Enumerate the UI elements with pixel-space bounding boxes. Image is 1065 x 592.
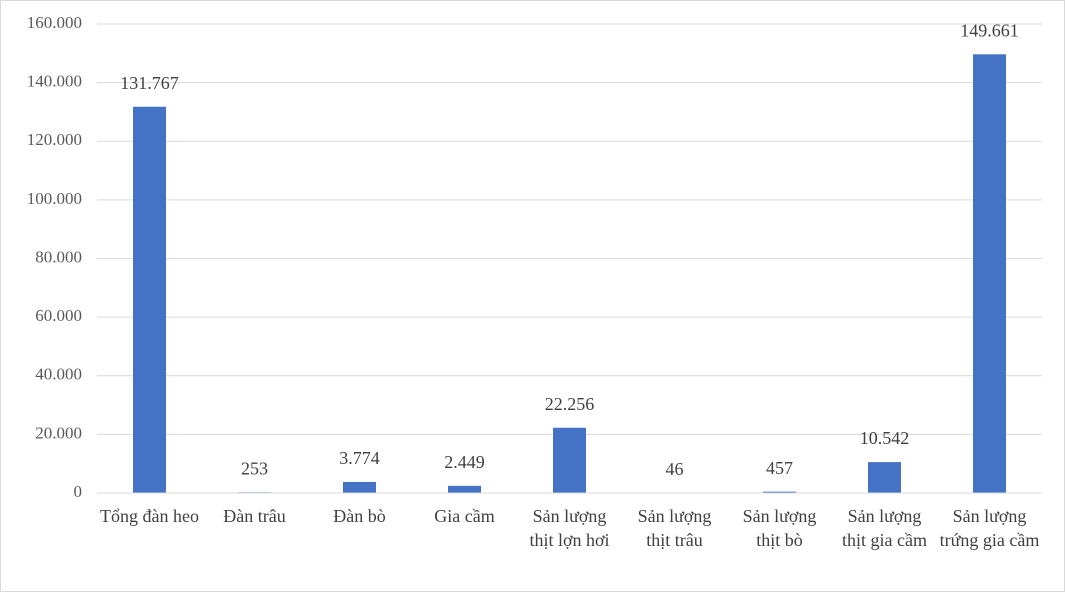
x-tick-label: Gia cầm	[434, 506, 494, 526]
bar	[133, 106, 166, 493]
y-tick-label: 140.000	[27, 72, 82, 91]
y-tick-label: 60.000	[35, 306, 82, 325]
data-label: 253	[241, 458, 268, 478]
bar	[868, 462, 901, 493]
x-tick-label: Sản lượng thịt lợn hơi	[529, 506, 609, 550]
x-tick-label: Đàn trâu	[223, 506, 285, 526]
y-tick-label: 160.000	[27, 13, 82, 32]
x-tick-label: Sản lượng trứng gia cầm	[940, 506, 1040, 550]
x-tick-label: Đàn bò	[333, 506, 386, 526]
data-label: 3.774	[339, 448, 380, 468]
y-tick-label: 20.000	[35, 423, 82, 442]
y-tick-label: 0	[74, 482, 83, 501]
y-tick-label: 40.000	[35, 365, 82, 384]
x-tick-label: Sản lượng thịt gia cầm	[842, 506, 927, 550]
bar	[763, 491, 796, 493]
data-label: 457	[766, 458, 793, 478]
y-tick-label: 120.000	[27, 130, 82, 149]
data-label: 46	[666, 459, 684, 479]
data-label: 10.542	[860, 428, 910, 448]
x-tick-label: Tổng đàn heo	[100, 506, 199, 526]
x-tick-label: Sản lượng thịt bò	[743, 506, 817, 550]
data-label: 2.449	[444, 452, 485, 472]
x-tick-label: Sản lượng thịt trâu	[638, 506, 712, 550]
bar	[553, 427, 586, 493]
data-label: 22.256	[545, 394, 595, 414]
bar	[343, 481, 376, 493]
bar	[973, 54, 1006, 494]
y-tick-label: 80.000	[35, 247, 82, 266]
data-label: 131.767	[120, 73, 179, 93]
y-tick-label: 100.000	[27, 189, 82, 208]
data-label: 149.661	[960, 20, 1019, 40]
bar	[448, 485, 481, 493]
